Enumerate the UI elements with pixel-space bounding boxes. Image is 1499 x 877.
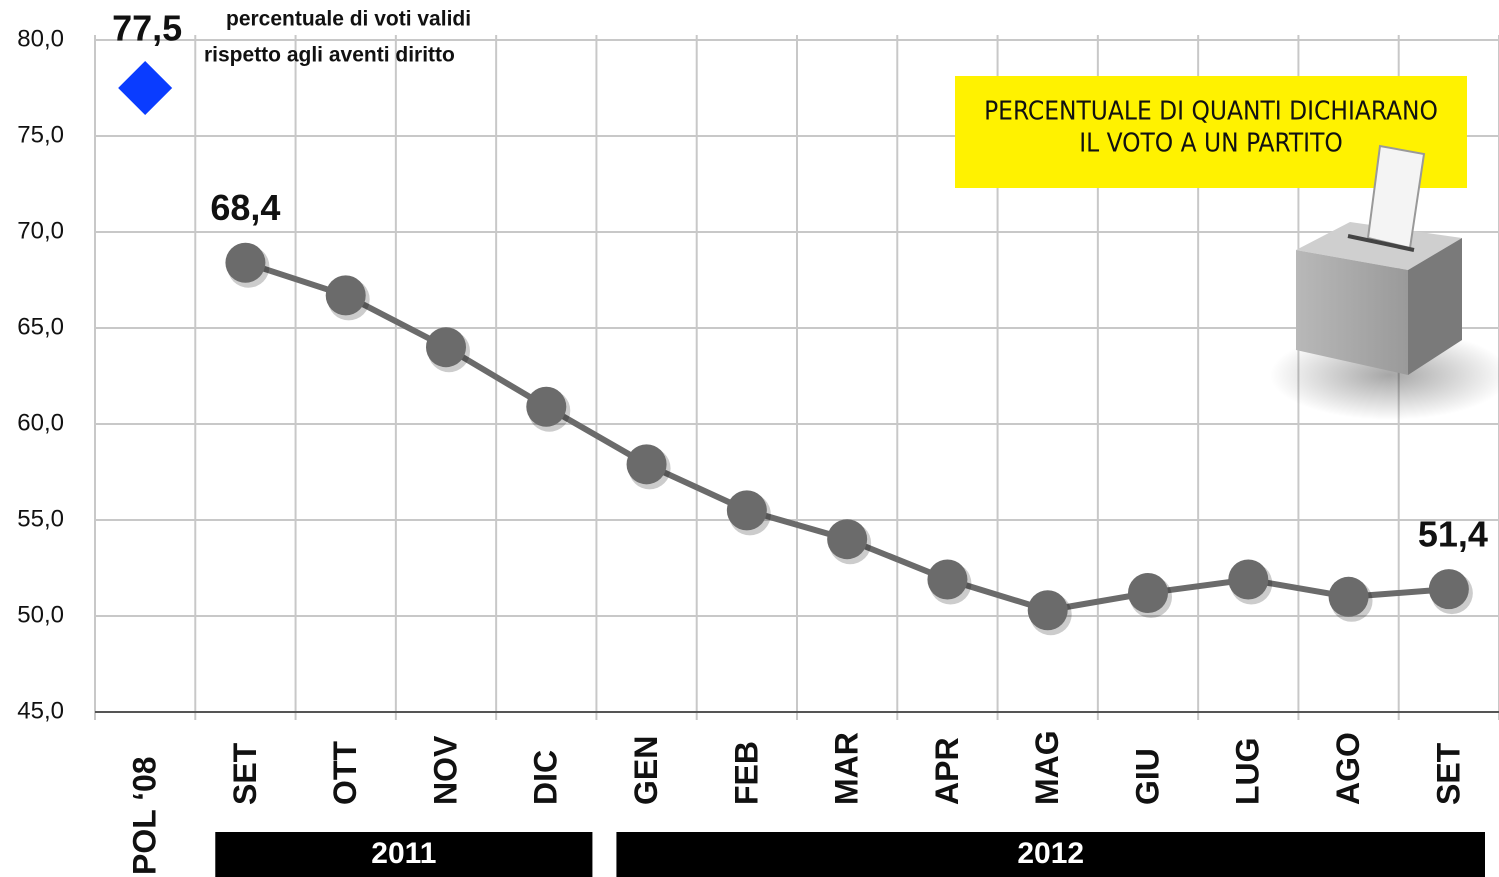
- x-tick-label: FEB: [728, 741, 764, 805]
- plot: 45,0 50,0 55,0 60,0 65,0 70,0 75,0 80,0 POL ‘08 S…: [17, 8, 1499, 877]
- year-label: 2012: [1017, 837, 1084, 870]
- legend-text: PERCENTUALE DI QUANTI DICHIARANO: [984, 97, 1438, 127]
- y-tick-label: 50,0: [17, 601, 64, 628]
- x-tick-label: SET: [227, 742, 263, 805]
- point: [526, 387, 566, 427]
- x-tick-label: LUG: [1230, 737, 1266, 805]
- x-tick-label: APR: [929, 737, 965, 805]
- y-tick-label: 80,0: [17, 25, 64, 52]
- point: [225, 243, 265, 283]
- x-tick-label: DIC: [528, 750, 564, 805]
- value-label: 77,5: [112, 8, 182, 49]
- x-tick-label: GIU: [1129, 748, 1165, 805]
- x-tick-label: MAR: [829, 732, 865, 805]
- y-tick-label: 75,0: [17, 121, 64, 148]
- x-tick-label: AGO: [1330, 732, 1366, 805]
- point: [727, 490, 767, 530]
- point: [1128, 573, 1168, 613]
- point: [1228, 560, 1268, 600]
- annotation: percentuale di voti validi: [226, 8, 471, 31]
- annotation: rispetto agli aventi diritto: [204, 44, 455, 67]
- diamond-marker: [118, 61, 172, 115]
- point: [627, 444, 667, 484]
- y-tick-label: 65,0: [17, 313, 64, 340]
- point: [1329, 577, 1369, 617]
- y-tick-label: 45,0: [17, 697, 64, 724]
- point: [426, 327, 466, 367]
- x-tick-label: POL ‘08: [127, 756, 163, 875]
- point: [1429, 569, 1469, 609]
- x-tick-label: NOV: [427, 735, 463, 805]
- legend-text: IL VOTO A UN PARTITO: [1079, 129, 1343, 159]
- x-tick-label: MAG: [1029, 730, 1065, 805]
- x-tick-label: SET: [1430, 742, 1466, 805]
- value-label: 68,4: [210, 187, 280, 228]
- value-label: 51,4: [1418, 514, 1488, 555]
- y-tick-label: 70,0: [17, 217, 64, 244]
- point: [927, 560, 967, 600]
- chart: 45,0 50,0 55,0 60,0 65,0 70,0 75,0 80,0 POL ‘08 S…: [0, 0, 1499, 877]
- y-tick-label: 55,0: [17, 505, 64, 532]
- point: [827, 519, 867, 559]
- year-label: 2011: [371, 837, 436, 870]
- y-tick-label: 60,0: [17, 409, 64, 436]
- point: [1028, 590, 1068, 630]
- x-tick-label: OTT: [327, 741, 363, 805]
- x-tick-label: GEN: [628, 736, 664, 805]
- point: [326, 275, 366, 315]
